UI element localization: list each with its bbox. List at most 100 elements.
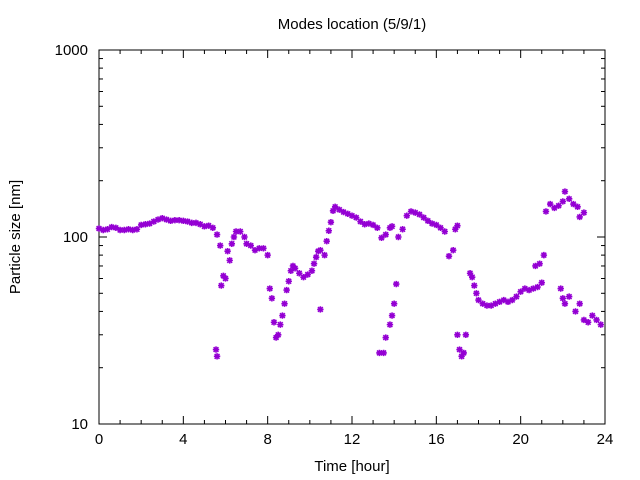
data-point — [264, 251, 271, 259]
data-point — [388, 312, 396, 319]
data-point — [237, 228, 244, 235]
x-tick-label: 0 — [95, 431, 103, 448]
data-point — [270, 319, 278, 326]
data-point — [224, 247, 231, 255]
data-point — [277, 321, 284, 328]
data-point — [325, 227, 333, 234]
data-point — [218, 282, 225, 289]
data-point — [542, 208, 550, 215]
y-tick-label: 1000 — [55, 42, 88, 59]
data-point — [445, 252, 453, 260]
x-axis-label: Time [hour] — [314, 458, 389, 475]
data-point — [142, 221, 149, 228]
data-point — [456, 346, 463, 353]
data-point — [300, 273, 307, 281]
data-point — [247, 242, 254, 249]
data-point — [580, 316, 588, 324]
data-point — [268, 295, 276, 302]
data-point — [530, 285, 537, 292]
data-point — [312, 253, 320, 261]
data-point — [460, 349, 467, 357]
data-point — [555, 202, 562, 209]
data-point — [454, 222, 461, 229]
data-point — [593, 316, 600, 324]
data-point — [279, 312, 286, 319]
data-point — [509, 296, 516, 304]
plot-frame — [98, 49, 606, 425]
data-point — [517, 288, 524, 295]
data-point — [125, 226, 132, 233]
data-point — [540, 251, 548, 259]
data-point — [471, 282, 478, 289]
data-point — [331, 203, 339, 211]
data-point — [340, 208, 347, 216]
data-point — [226, 257, 233, 264]
data-point — [576, 300, 583, 307]
data-point — [492, 300, 499, 307]
data-point — [454, 331, 461, 338]
data-point — [171, 216, 179, 224]
x-tick-label: 8 — [263, 431, 271, 448]
data-point — [374, 224, 381, 231]
data-point — [479, 300, 486, 307]
data-point — [344, 210, 351, 218]
data-points — [95, 188, 604, 360]
data-point — [441, 228, 448, 235]
data-point — [386, 321, 394, 328]
data-point — [205, 222, 212, 229]
data-point — [137, 221, 145, 229]
data-point — [213, 353, 221, 360]
data-point — [317, 246, 324, 254]
data-point — [589, 312, 596, 319]
data-point — [420, 214, 427, 221]
data-point — [222, 275, 229, 282]
data-point — [393, 280, 400, 288]
data-point — [116, 226, 124, 234]
data-point — [395, 233, 402, 241]
data-point — [336, 206, 343, 213]
data-point — [390, 300, 398, 307]
data-point — [574, 203, 581, 211]
data-point — [256, 245, 263, 252]
data-point — [496, 298, 503, 306]
data-point — [327, 218, 335, 226]
data-point — [283, 286, 290, 294]
data-point — [213, 231, 221, 238]
x-tick-label: 12 — [344, 431, 361, 448]
data-point — [133, 226, 141, 233]
data-point — [376, 349, 383, 357]
data-point — [572, 308, 579, 315]
data-point — [416, 211, 423, 218]
data-point — [536, 260, 543, 267]
data-point — [487, 302, 495, 309]
data-point — [458, 353, 465, 360]
data-point — [546, 200, 554, 208]
data-point — [382, 231, 389, 238]
data-point — [380, 349, 387, 357]
data-point — [163, 216, 170, 223]
data-point — [357, 218, 364, 225]
data-point — [180, 217, 187, 225]
data-point — [403, 212, 411, 219]
data-point — [95, 225, 103, 232]
data-point — [433, 221, 440, 229]
data-point — [209, 224, 217, 231]
data-point — [437, 224, 444, 231]
x-tick-label: 4 — [179, 431, 187, 448]
chart-title: Modes location (5/9/1) — [278, 16, 426, 33]
data-point — [112, 224, 120, 231]
data-point — [266, 285, 273, 292]
data-point — [275, 331, 282, 338]
data-point — [369, 221, 377, 229]
data-point — [565, 195, 573, 203]
data-point — [597, 321, 604, 328]
x-tick-label: 24 — [597, 431, 614, 448]
data-point — [378, 234, 385, 242]
data-point — [260, 245, 267, 252]
data-point — [466, 270, 474, 277]
data-point — [296, 270, 303, 277]
y-tick-label: 10 — [71, 416, 88, 433]
data-point — [184, 218, 191, 225]
data-point — [304, 271, 311, 278]
